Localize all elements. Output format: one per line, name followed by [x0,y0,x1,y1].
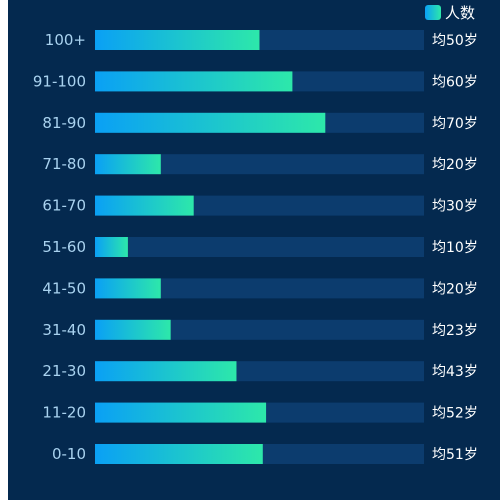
bar[interactable] [95,319,171,340]
bar-track [95,278,424,299]
value-label: 均50岁 [432,33,478,49]
bar-row: 11-20 均52岁 [42,402,478,423]
category-label: 81-90 [42,114,86,132]
legend-swatch [425,5,441,20]
value-label: 均70岁 [432,116,478,132]
bar-row: 41-50 均20岁 [42,278,478,299]
value-label: 均52岁 [432,406,478,422]
bar[interactable] [95,30,260,50]
value-label: 均60岁 [432,74,478,90]
category-label: 51-60 [42,238,86,256]
value-label: 均10岁 [432,240,478,256]
category-label: 100+ [45,31,86,49]
value-label: 均51岁 [432,447,478,463]
bar-row: 21-30 均43岁 [42,361,478,382]
value-label: 均43岁 [432,364,478,380]
category-label: 61-70 [42,197,86,215]
bar-row: 0-10 均51岁 [52,444,478,464]
value-label: 均20岁 [432,281,478,297]
bar[interactable] [95,361,237,382]
bar-row: 61-70 均30岁 [42,195,478,216]
legend[interactable]: 人数 [425,4,475,22]
bar-row: 71-80 均20岁 [42,154,478,175]
category-label: 11-20 [42,404,86,422]
bar[interactable] [95,112,326,133]
bar-row: 91-100 均60岁 [33,71,478,92]
bar-row: 81-90 均70岁 [42,112,478,133]
value-label: 均20岁 [432,157,478,173]
bar[interactable] [95,195,194,216]
bar[interactable] [95,154,161,175]
category-label: 71-80 [42,155,86,173]
legend-label: 人数 [445,4,475,22]
bar-track [95,154,424,175]
bar-row: 100+ 均50岁 [45,30,478,50]
category-label: 41-50 [42,279,86,297]
bar[interactable] [95,71,293,92]
bar[interactable] [95,444,263,464]
bar-row: 31-40 均23岁 [42,319,478,340]
bar-rows: 100+ 均50岁 91-100 均60岁 81-90 均70岁 71-80 均20岁 61-7… [33,30,478,464]
bar[interactable] [95,237,128,257]
value-label: 均30岁 [432,199,478,215]
category-label: 91-100 [33,72,86,90]
bar[interactable] [95,402,267,423]
bar-track [95,237,424,257]
category-label: 31-40 [42,321,86,339]
category-label: 0-10 [52,445,86,463]
value-label: 均23岁 [432,323,478,339]
bar-row: 51-60 均10岁 [42,237,478,257]
bar-track [95,319,424,340]
bar[interactable] [95,278,161,299]
category-label: 21-30 [42,362,86,380]
